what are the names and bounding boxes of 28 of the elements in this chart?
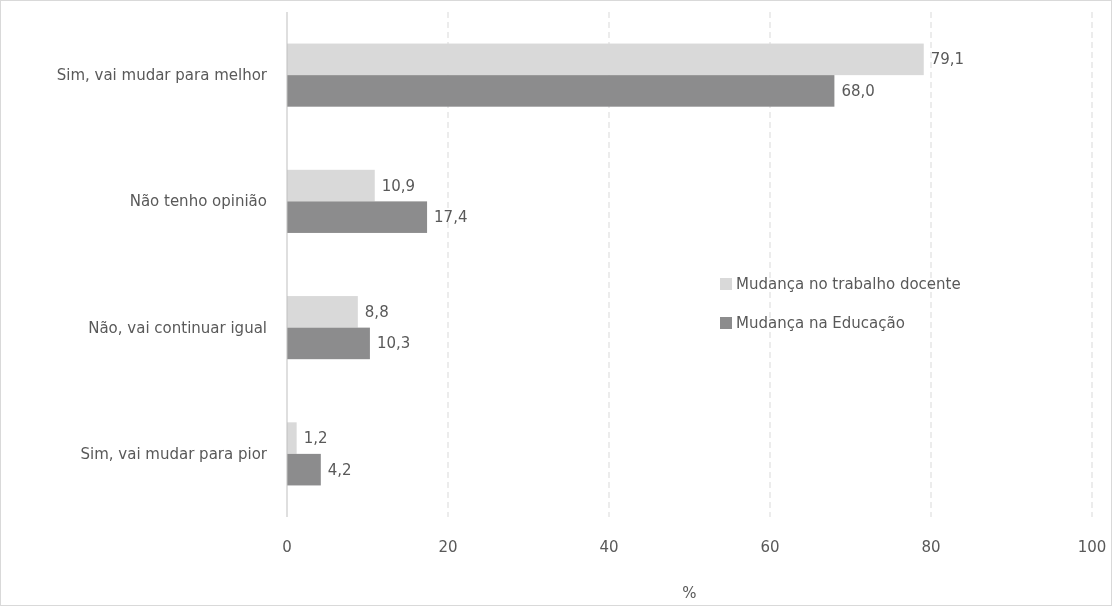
x-tick-label: 60: [760, 538, 780, 556]
y-tick-label: Não tenho opinião: [129, 192, 267, 211]
data-label: 10,9: [381, 176, 416, 195]
legend-label: Mudança na Educação: [736, 314, 905, 332]
x-tick-label: 40: [599, 538, 619, 556]
bar: [287, 453, 321, 486]
bar: [287, 327, 370, 360]
y-tick-label: Sim, vai mudar para melhor: [56, 66, 268, 85]
y-tick-label: Sim, vai mudar para pior: [80, 444, 268, 463]
data-label: 1,2: [303, 429, 328, 448]
data-label: 17,4: [434, 208, 468, 227]
data-label: 68,0: [841, 81, 875, 100]
bar: [287, 296, 358, 328]
y-tick-label: Não, vai continuar igual: [88, 318, 267, 337]
x-tick-label: 20: [438, 538, 458, 556]
bar: [287, 422, 297, 454]
data-label: 10,3: [376, 334, 411, 353]
bar: [287, 169, 375, 202]
x-tick-label: 100: [1077, 538, 1107, 556]
bar: [287, 201, 428, 233]
data-label: 4,2: [327, 460, 352, 479]
legend-label: Mudança no trabalho docente: [736, 275, 961, 293]
x-axis-title: %: [682, 584, 697, 602]
x-tick-label: 0: [282, 538, 292, 556]
bar: [287, 75, 835, 107]
data-label: 8,8: [364, 302, 389, 321]
x-tick-label: 80: [921, 538, 941, 556]
data-label: 79,1: [930, 50, 965, 69]
